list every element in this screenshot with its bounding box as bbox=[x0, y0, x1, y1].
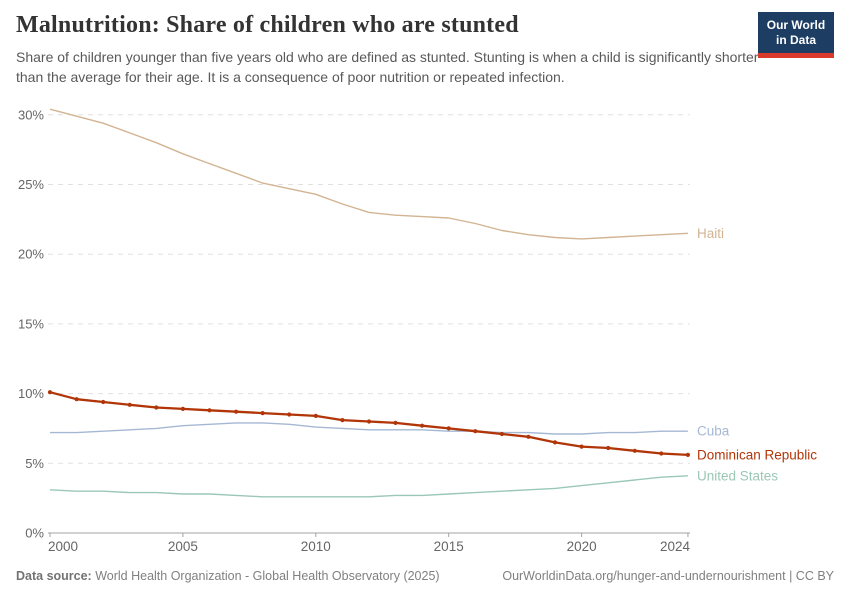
data-point-dominican-republic[interactable] bbox=[659, 451, 664, 456]
data-point-dominican-republic[interactable] bbox=[260, 411, 265, 416]
data-point-dominican-republic[interactable] bbox=[340, 418, 345, 423]
owid-logo[interactable]: Our World in Data bbox=[758, 12, 834, 58]
data-point-dominican-republic[interactable] bbox=[74, 397, 79, 402]
data-point-dominican-republic[interactable] bbox=[287, 412, 292, 417]
data-source-note: Data source: World Health Organization -… bbox=[16, 569, 440, 583]
y-axis-tick-label: 5% bbox=[25, 456, 44, 471]
chart-subtitle: Share of children younger than five year… bbox=[16, 49, 759, 86]
line-haiti[interactable] bbox=[49, 108, 688, 240]
attribution-link[interactable]: OurWorldinData.org/hunger-and-undernouri… bbox=[502, 569, 834, 583]
series-label-dominican-republic[interactable]: Dominican Republic bbox=[697, 447, 817, 462]
data-point-dominican-republic[interactable] bbox=[685, 452, 691, 457]
y-axis-tick-label: 25% bbox=[18, 177, 44, 192]
owid-logo-line1: Our World bbox=[766, 18, 826, 32]
data-point-dominican-republic[interactable] bbox=[526, 434, 531, 439]
data-point-dominican-republic[interactable] bbox=[207, 408, 212, 413]
data-point-dominican-republic[interactable] bbox=[446, 426, 451, 431]
data-point-dominican-republic[interactable] bbox=[552, 440, 558, 445]
data-point-dominican-republic[interactable] bbox=[313, 413, 318, 418]
series-label-haiti[interactable]: Haiti bbox=[697, 226, 724, 241]
y-axis-tick-label: 20% bbox=[18, 247, 44, 262]
data-point-dominican-republic[interactable] bbox=[420, 423, 425, 428]
x-axis-tick-label: 2024 bbox=[660, 539, 691, 554]
series-label-cuba[interactable]: Cuba bbox=[697, 424, 730, 439]
line-united-states[interactable] bbox=[49, 475, 688, 498]
data-point-dominican-republic[interactable] bbox=[101, 399, 106, 405]
y-axis-tick-label: 0% bbox=[25, 526, 44, 541]
chart-title: Malnutrition: Share of children who are … bbox=[16, 12, 519, 38]
y-axis-tick-label: 15% bbox=[18, 316, 44, 331]
y-axis-tick-label: 30% bbox=[18, 107, 44, 122]
line-cuba[interactable] bbox=[50, 422, 688, 435]
data-point-dominican-republic[interactable] bbox=[127, 402, 132, 407]
chart-footer: Data source: World Health Organization -… bbox=[16, 569, 834, 583]
series-label-united-states[interactable]: United States bbox=[697, 468, 778, 483]
data-point-dominican-republic[interactable] bbox=[473, 429, 478, 434]
owid-logo-line2: in Data bbox=[775, 33, 816, 47]
y-axis-tick-label: 10% bbox=[18, 386, 44, 401]
data-point-dominican-republic[interactable] bbox=[632, 448, 637, 453]
data-point-dominican-republic[interactable] bbox=[393, 420, 398, 425]
data-point-dominican-republic[interactable] bbox=[47, 390, 53, 395]
chart-header: Malnutrition: Share of children who are … bbox=[16, 12, 834, 88]
data-point-dominican-republic[interactable] bbox=[366, 419, 372, 424]
x-axis-tick-label: 2005 bbox=[168, 539, 198, 554]
data-point-dominican-republic[interactable] bbox=[579, 444, 584, 449]
x-axis-tick-label: 2000 bbox=[48, 539, 78, 554]
data-point-dominican-republic[interactable] bbox=[234, 409, 239, 414]
x-axis-tick-label: 2015 bbox=[434, 539, 464, 554]
data-source-label: Data source: bbox=[16, 569, 92, 583]
x-axis-tick-label: 2020 bbox=[567, 539, 597, 554]
x-axis-tick-label: 2010 bbox=[301, 539, 331, 554]
data-point-dominican-republic[interactable] bbox=[180, 406, 185, 411]
data-point-dominican-republic[interactable] bbox=[606, 445, 611, 451]
data-point-dominican-republic[interactable] bbox=[499, 431, 504, 437]
data-point-dominican-republic[interactable] bbox=[154, 405, 159, 410]
data-source-text: World Health Organization - Global Healt… bbox=[91, 569, 440, 583]
